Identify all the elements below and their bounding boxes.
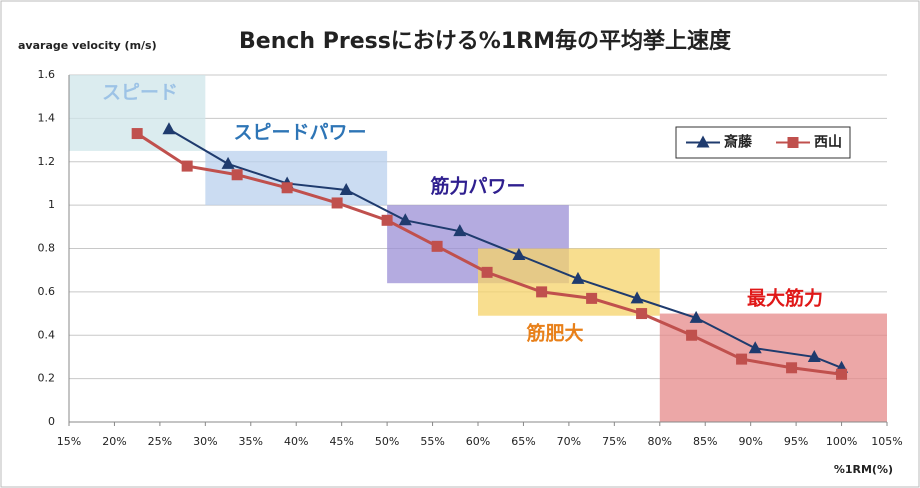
- marker: [281, 182, 293, 194]
- marker: [736, 353, 748, 365]
- x-tick-label: 40%: [284, 435, 308, 448]
- x-tick-label: 100%: [826, 435, 857, 448]
- zone-label: 筋力パワー: [430, 175, 525, 198]
- x-tick-label: 70%: [557, 435, 581, 448]
- y-tick-label: 0.6: [38, 285, 56, 298]
- y-tick-label: 0.2: [38, 372, 56, 385]
- x-tick-label: 105%: [871, 435, 902, 448]
- marker: [536, 286, 548, 298]
- marker: [571, 271, 585, 284]
- x-tick-label: 25%: [148, 435, 172, 448]
- marker: [481, 266, 493, 278]
- y-axis-label: avarage velocity (m/s): [18, 39, 157, 52]
- x-tick-label: 65%: [511, 435, 535, 448]
- zone-label: スピードパワー: [233, 122, 366, 144]
- marker: [686, 329, 698, 341]
- legend-label: 斎藤: [724, 134, 753, 151]
- marker: [398, 213, 412, 226]
- y-tick-label: 1: [48, 198, 55, 211]
- zone-label: 筋肥大: [526, 322, 583, 345]
- x-tick-label: 45%: [329, 435, 353, 448]
- x-tick-label: 60%: [466, 435, 490, 448]
- x-tick-label: 20%: [102, 435, 126, 448]
- marker: [231, 169, 243, 181]
- marker: [181, 160, 193, 172]
- marker: [162, 122, 176, 135]
- y-tick-label: 1.4: [38, 111, 56, 124]
- marker: [453, 224, 467, 237]
- legend-label: 西山: [814, 135, 842, 151]
- chart-title: Bench Pressにおける%1RM毎の平均挙上速度: [239, 28, 732, 54]
- marker: [431, 240, 443, 252]
- marker: [630, 291, 644, 304]
- marker: [512, 248, 526, 261]
- marker: [331, 197, 343, 209]
- marker: [807, 349, 821, 362]
- zone-label: 最大筋力: [747, 287, 823, 310]
- marker: [586, 292, 598, 304]
- y-tick-label: 1.6: [38, 68, 56, 81]
- legend: 斎藤 西山: [675, 126, 851, 159]
- y-tick-label: 0.8: [38, 242, 56, 255]
- zone-label: スピード: [102, 82, 178, 104]
- x-tick-label: 55%: [420, 435, 444, 448]
- x-tick-label: 30%: [193, 435, 217, 448]
- x-tick-label: 35%: [239, 435, 263, 448]
- zone: [659, 313, 887, 422]
- marker: [748, 341, 762, 354]
- marker: [787, 137, 799, 148]
- x-tick-label: 95%: [784, 435, 808, 448]
- x-tick-label: 75%: [602, 435, 626, 448]
- marker: [696, 135, 710, 148]
- x-tick-label: 85%: [693, 435, 717, 448]
- x-tick-label: 50%: [375, 435, 399, 448]
- x-axis-label: %1RM(%): [834, 463, 893, 476]
- marker: [836, 368, 848, 380]
- marker: [339, 182, 353, 195]
- x-tick-label: 80%: [648, 435, 672, 448]
- marker: [131, 128, 143, 140]
- marker: [221, 156, 235, 169]
- marker: [381, 214, 393, 226]
- marker: [689, 310, 703, 323]
- plot: 0 0.2 0.4 0.6 0.8 1 1.2 1.4 1.6 スピードスピードパワー筋力パワー筋…: [38, 68, 903, 448]
- marker: [636, 308, 648, 320]
- zone: [478, 248, 660, 316]
- x-tick-label: 90%: [738, 435, 762, 448]
- y-tick-label: 0: [48, 415, 55, 428]
- x-tick-label: 15%: [57, 435, 81, 448]
- marker: [786, 362, 798, 374]
- y-tick-label: 0.4: [38, 328, 56, 341]
- y-tick-label: 1.2: [38, 155, 56, 168]
